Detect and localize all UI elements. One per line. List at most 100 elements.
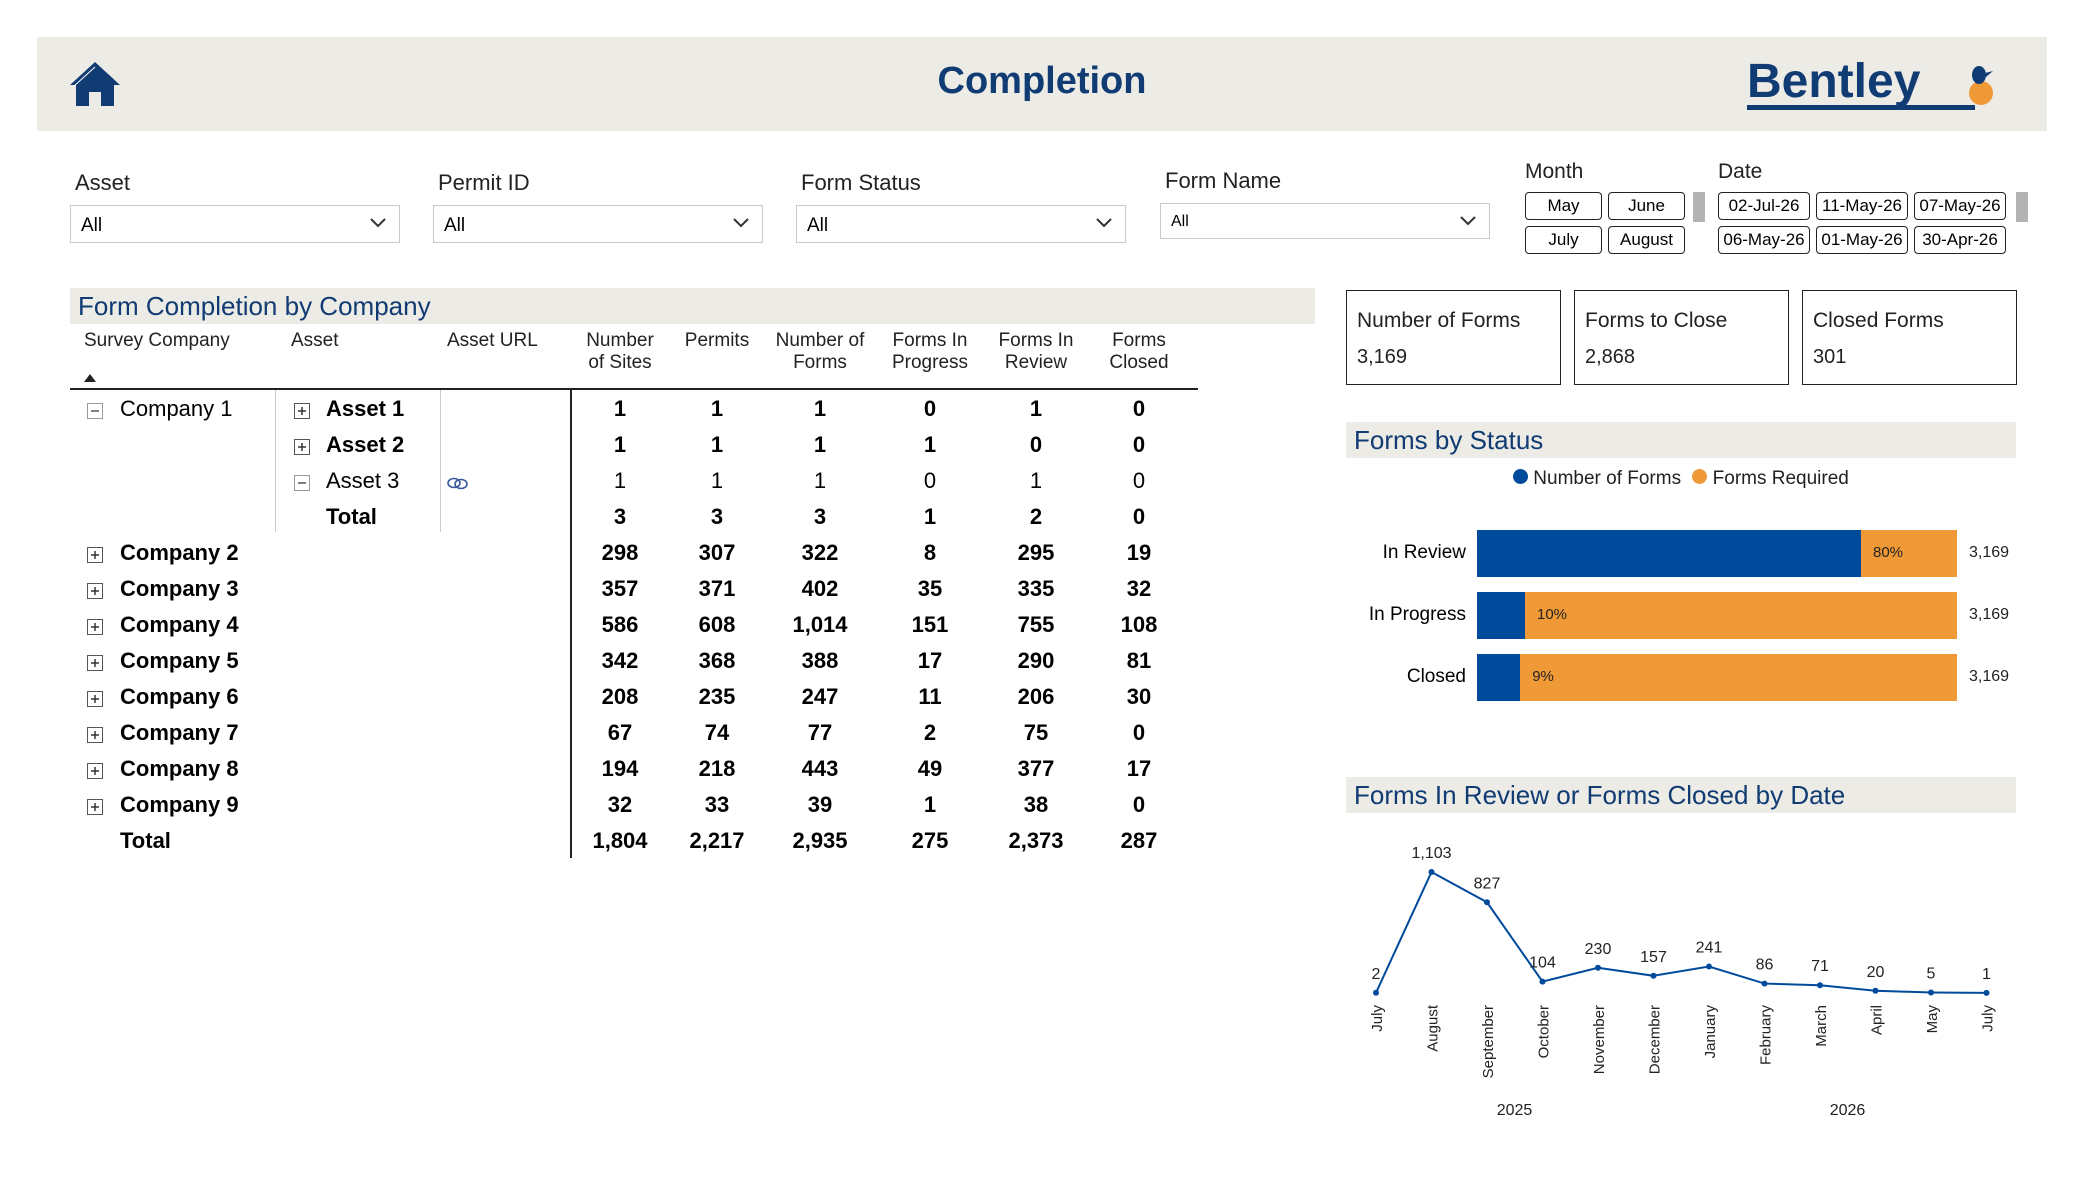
date-pill[interactable]: 02-Jul-26: [1718, 192, 1810, 220]
form-status-filter-label: Form Status: [801, 170, 921, 195]
data-point[interactable]: [1650, 972, 1657, 979]
col-header-number-of-sites[interactable]: Number of Sites: [586, 330, 654, 373]
table-row: Company 9 32 33 39 1 38 0: [70, 788, 1198, 824]
legend-marker-forms-required: [1692, 469, 1708, 484]
month-pill-july[interactable]: July: [1525, 226, 1602, 254]
svg-text:Bentley: Bentley: [1747, 55, 1921, 108]
chevron-down-icon: [1460, 216, 1476, 226]
table-cell: 77: [807, 720, 833, 745]
table-cell: 586: [601, 612, 639, 637]
expand-icon[interactable]: [87, 543, 103, 563]
link-icon[interactable]: [446, 471, 470, 490]
table-cell: 298: [601, 540, 639, 565]
table-cell: 1: [1029, 396, 1043, 421]
home-icon[interactable]: [67, 59, 123, 109]
date-line-chart: 2 July 1,103 August 827 September 104 October 23…: [1369, 845, 1997, 1119]
table-cell: 3: [813, 504, 827, 529]
bar-forms-required[interactable]: [1525, 592, 1957, 639]
col-header-forms-in-review[interactable]: Forms In Review: [998, 330, 1074, 373]
month-pill-may[interactable]: May: [1525, 192, 1602, 220]
x-tick-label: November: [1591, 1005, 1608, 1074]
table-cell: 307: [698, 540, 736, 565]
month-pill-august[interactable]: August: [1608, 226, 1685, 254]
col-header-forms-closed[interactable]: Forms Closed: [1109, 330, 1169, 373]
col-header-survey-company[interactable]: Survey Company: [84, 330, 230, 351]
data-label: 230: [1585, 941, 1612, 958]
table-row: Total 1,804 2,217 2,935 275 2,373 287: [70, 824, 1198, 860]
status-chart-title: Forms by Status: [1346, 422, 2016, 458]
table-cell: 295: [1017, 540, 1055, 565]
col-header-forms-in-progress[interactable]: Forms In Progress: [891, 330, 969, 373]
form-status-dropdown[interactable]: All: [796, 205, 1126, 243]
kpi-closed-forms: Closed Forms 301: [1802, 290, 2017, 385]
table-row: Company 3 357 371 402 35 335 32: [70, 572, 1198, 608]
month-scrollbar[interactable]: [1693, 192, 1705, 222]
collapse-icon[interactable]: [294, 471, 310, 491]
data-label: 241: [1696, 940, 1723, 957]
date-pill[interactable]: 11-May-26: [1816, 192, 1908, 220]
x-tick-label: July: [1369, 1005, 1386, 1032]
asset-filter-label: Asset: [75, 170, 131, 195]
company-label: Company 5: [120, 648, 239, 673]
expand-icon[interactable]: [87, 759, 103, 779]
sort-ascending-icon[interactable]: [84, 374, 96, 382]
asset-dropdown-value: All: [81, 215, 103, 236]
col-header-asset-url[interactable]: Asset URL: [447, 330, 538, 351]
bentley-logo: Bentley: [1745, 55, 1995, 117]
table-cell: 371: [698, 576, 736, 601]
table-cell: 30: [1126, 684, 1152, 709]
date-pill[interactable]: 30-Apr-26: [1914, 226, 2006, 254]
expand-icon[interactable]: [87, 615, 103, 635]
collapse-icon[interactable]: [87, 399, 103, 419]
date-scrollbar[interactable]: [2016, 192, 2028, 222]
bar-category-label: In Progress: [1368, 604, 1466, 625]
table-cell: 287: [1120, 828, 1158, 853]
bar-forms-required[interactable]: [1520, 654, 1957, 701]
data-point[interactable]: [1373, 989, 1379, 996]
date-pill[interactable]: 07-May-26: [1914, 192, 2006, 220]
data-point[interactable]: [1872, 987, 1879, 994]
company-label: Total: [120, 828, 171, 853]
status-chart-legend: Number of Forms Forms Required: [1513, 468, 1849, 490]
data-label: 1: [1982, 966, 1991, 983]
expand-icon[interactable]: [294, 399, 310, 419]
expand-icon[interactable]: [87, 723, 103, 743]
expand-icon[interactable]: [87, 579, 103, 599]
data-point[interactable]: [1817, 982, 1823, 989]
date-pill[interactable]: 01-May-26: [1816, 226, 1908, 254]
date-pill[interactable]: 06-May-26: [1718, 226, 1810, 254]
table-row: Company 5 342 368 388 17 290 81: [70, 644, 1198, 680]
data-point[interactable]: [1983, 989, 1990, 996]
bar-number-of-forms[interactable]: [1477, 530, 1861, 577]
bar-forms-required[interactable]: [1861, 530, 1957, 577]
table-cell: 2,217: [689, 828, 745, 853]
asset-label: Total: [326, 504, 377, 529]
bar-number-of-forms[interactable]: [1477, 654, 1521, 701]
col-header-asset[interactable]: Asset: [291, 330, 339, 351]
bar-total-label: 3,169: [1969, 668, 2010, 685]
bar-number-of-forms[interactable]: [1477, 592, 1525, 639]
asset-dropdown[interactable]: All: [70, 205, 400, 243]
expand-icon[interactable]: [294, 435, 310, 455]
col-header-permits[interactable]: Permits: [684, 330, 750, 351]
column-divider: [570, 390, 572, 858]
expand-icon[interactable]: [87, 651, 103, 671]
col-header-number-of-forms[interactable]: Number of Forms: [775, 330, 865, 373]
expand-icon[interactable]: [87, 687, 103, 707]
form-name-dropdown[interactable]: All: [1160, 203, 1490, 239]
data-point[interactable]: [1539, 978, 1546, 985]
data-point[interactable]: [1595, 964, 1601, 971]
header-bar: Completion Bentley: [37, 37, 2047, 131]
data-point[interactable]: [1706, 963, 1712, 970]
data-point[interactable]: [1484, 899, 1490, 906]
data-point[interactable]: [1928, 989, 1934, 996]
expand-icon[interactable]: [87, 795, 103, 815]
table-cell: 8: [923, 540, 937, 565]
data-point[interactable]: [1761, 980, 1768, 987]
permit-id-dropdown[interactable]: All: [433, 205, 763, 243]
data-point[interactable]: [1428, 869, 1435, 875]
kpi-forms-to-close: Forms to Close 2,868: [1574, 290, 1789, 385]
company-label: Company 4: [120, 612, 239, 637]
month-pill-june[interactable]: June: [1608, 192, 1685, 220]
table-cell: 1,014: [792, 612, 848, 637]
